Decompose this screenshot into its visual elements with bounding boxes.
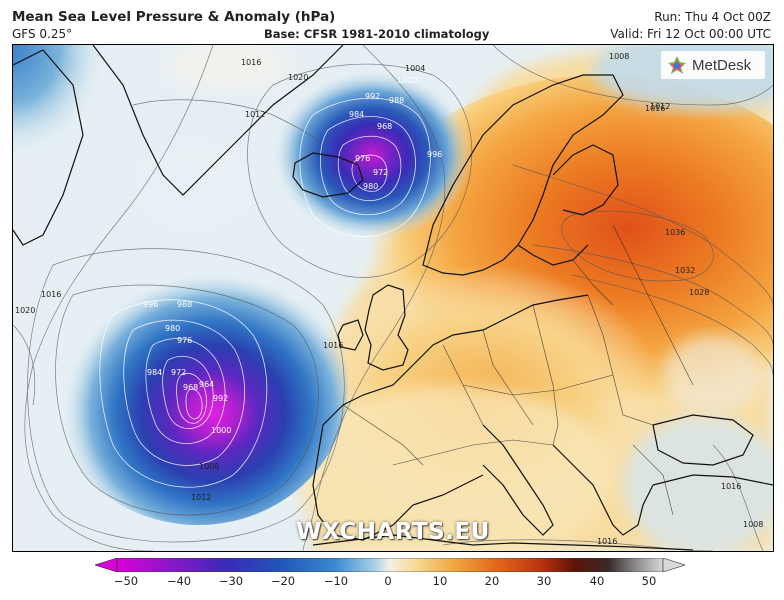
anomaly-colorbar (95, 558, 685, 572)
colorbar-tick: −30 (218, 574, 244, 588)
colorbar-tick: −10 (323, 574, 349, 588)
isobar-label: 1008 (743, 520, 763, 529)
map-title: Mean Sea Level Pressure & Anomaly (hPa) (12, 9, 336, 25)
isobar-label: 1016 (645, 104, 665, 113)
isobar-label: 968 (183, 383, 198, 392)
isobar-label: 992 (213, 394, 228, 403)
isobar-label: 1016 (41, 290, 61, 299)
colorbar-min-arrow (95, 558, 118, 572)
isobar-label: 964 (199, 380, 214, 389)
isobar-label: 988 (389, 96, 404, 105)
pressure-anomaly-map: 1016 1020 1012 1004 1000 992 988 984 968… (13, 45, 773, 551)
metdesk-logo-icon (668, 56, 686, 74)
isobar-label: 992 (365, 92, 380, 101)
isobar-label: 980 (165, 324, 180, 333)
colorbar-tick: 20 (484, 574, 500, 588)
colorbar-max-arrow (662, 558, 685, 572)
isobar-label: 1028 (689, 288, 709, 297)
isobar-label: 1020 (15, 306, 35, 315)
wxcharts-watermark: WXCHARTS.EU (296, 519, 490, 545)
map-panel: 1016 1020 1012 1004 1000 992 988 984 968… (12, 44, 774, 552)
isobar-label: 980 (363, 182, 378, 191)
isobar-label: 1016 (597, 537, 617, 546)
isobar-label: 1020 (288, 73, 308, 82)
climatology-base: Base: CFSR 1981-2010 climatology (264, 27, 490, 41)
isobar-label: 972 (171, 368, 186, 377)
isobar-label: 996 (427, 150, 442, 159)
isobar-label: 972 (373, 168, 388, 177)
run-time: Run: Thu 4 Oct 00Z (654, 10, 771, 24)
isobar-label: 1008 (199, 462, 219, 471)
model-name: GFS 0.25° (12, 27, 73, 41)
colorbar-tick: −50 (113, 574, 139, 588)
isobar-label: 1008 (609, 52, 629, 61)
colorbar-tick: −20 (270, 574, 296, 588)
isobar-label: 1012 (245, 110, 265, 119)
isobar-label: 1012 (650, 102, 670, 111)
colorbar-tick: 50 (641, 574, 657, 588)
isobar-label: 1016 (721, 482, 741, 491)
isobar-label: 1004 (405, 64, 425, 73)
isobar-label: 996 (143, 300, 158, 309)
isobar-label: 1012 (191, 493, 211, 502)
colorbar-tick: 10 (432, 574, 448, 588)
isobar-label: 976 (355, 154, 370, 163)
colorbar-tick: 30 (536, 574, 552, 588)
isobar-label: 968 (377, 122, 392, 131)
isobar-label: 1032 (675, 266, 695, 275)
isobar-label: 984 (147, 368, 162, 377)
isobar-label: 984 (349, 110, 364, 119)
isobar-label: 1016 (323, 341, 343, 350)
colorbar-tick: 40 (589, 574, 605, 588)
isobar-label: 1016 (241, 58, 261, 67)
isobar-label: 1036 (665, 228, 685, 237)
colorbar-tick: 0 (384, 574, 392, 588)
isobar-label: 976 (177, 336, 192, 345)
isobar-label: 1000 (211, 426, 231, 435)
valid-time: Valid: Fri 12 Oct 00:00 UTC (610, 27, 771, 41)
isobar-label: 988 (177, 300, 192, 309)
metdesk-logo: MetDesk (661, 51, 765, 79)
isobar-label: 1000 (397, 76, 417, 85)
colorbar-tick: −40 (166, 574, 192, 588)
metdesk-logo-text: MetDesk (692, 56, 752, 74)
